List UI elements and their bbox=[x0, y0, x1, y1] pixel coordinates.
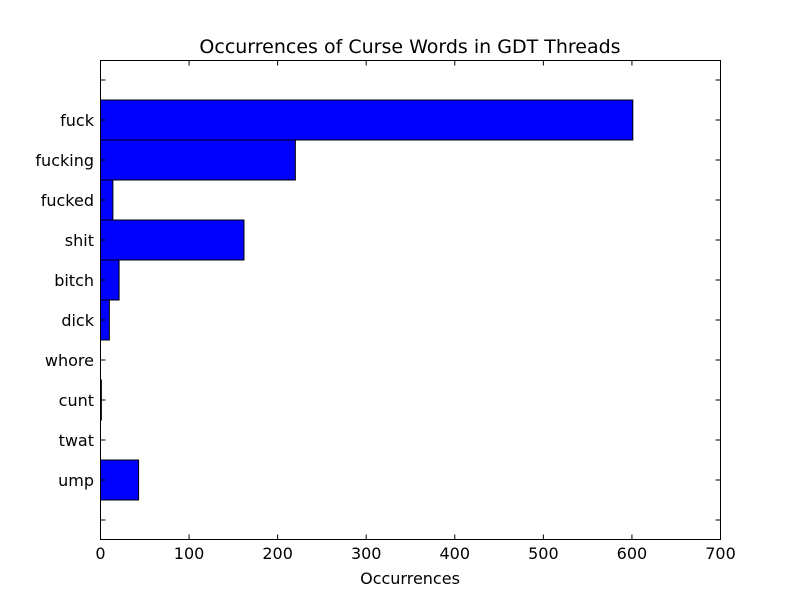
y-tick-label-fuck: fuck bbox=[60, 111, 95, 130]
x-tick-label-100: 100 bbox=[174, 544, 205, 563]
bar-fuck bbox=[100, 99, 634, 141]
y-tick-label-fucking: fucking bbox=[35, 151, 94, 170]
y-tick-label-whore: whore bbox=[45, 351, 94, 370]
y-tick-label-twat: twat bbox=[59, 431, 94, 450]
x-tick-label-500: 500 bbox=[528, 544, 559, 563]
x-axis-label: Occurrences bbox=[360, 569, 460, 588]
x-tick-labels: 0 100 200 300 400 500 600 700 bbox=[95, 544, 735, 563]
y-tick-label-fucked: fucked bbox=[41, 191, 94, 210]
y-tick-label-bitch: bitch bbox=[54, 271, 94, 290]
y-tick-labels: fuck fucking fucked shit bitch dick whore cunt t… bbox=[35, 111, 94, 490]
bar-shit bbox=[100, 219, 245, 261]
y-tick-label-shit: shit bbox=[65, 231, 94, 250]
x-tick-label-700: 700 bbox=[705, 544, 736, 563]
x-tick-label-400: 400 bbox=[440, 544, 471, 563]
y-tick-label-ump: ump bbox=[58, 471, 94, 490]
x-tick-label-200: 200 bbox=[262, 544, 293, 563]
ticks-group bbox=[100, 60, 721, 540]
x-tick-label-300: 300 bbox=[351, 544, 382, 563]
y-tick-label-dick: dick bbox=[61, 311, 94, 330]
chart-title: Occurrences of Curse Words in GDT Thread… bbox=[199, 36, 620, 58]
x-tick-label-0: 0 bbox=[95, 544, 105, 563]
plot-frame bbox=[100, 60, 721, 540]
bar-ump bbox=[100, 459, 140, 501]
x-tick-label-600: 600 bbox=[617, 544, 648, 563]
y-tick-label-cunt: cunt bbox=[59, 391, 94, 410]
bars-group bbox=[100, 99, 634, 501]
bar-fucking bbox=[100, 139, 296, 181]
